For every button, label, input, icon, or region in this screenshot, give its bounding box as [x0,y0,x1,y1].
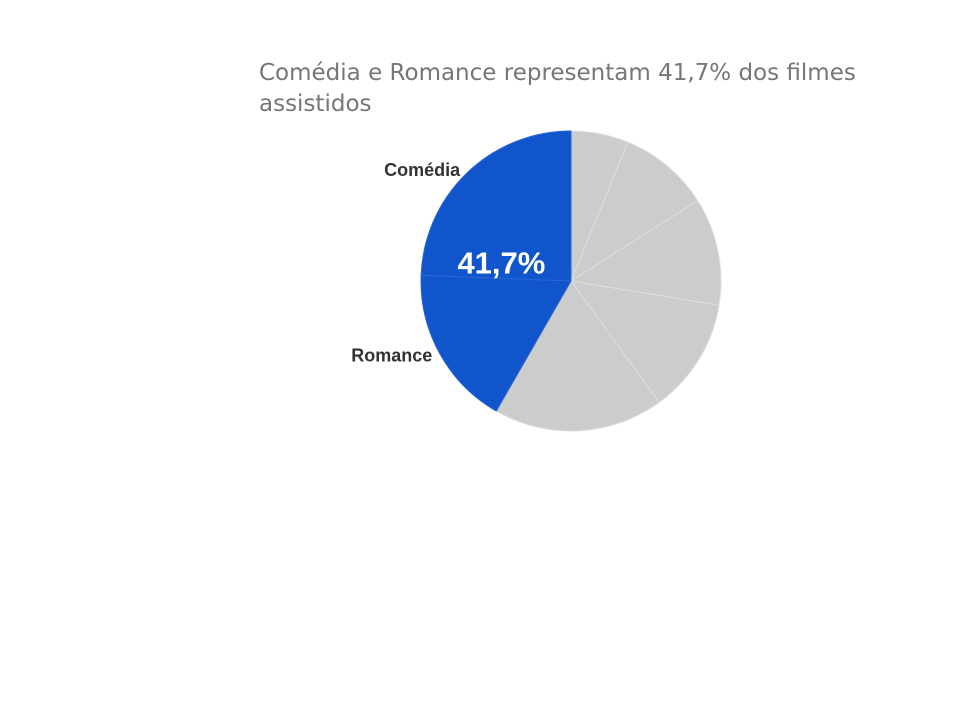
pie-slice-romance [420,274,572,412]
chart-title: Comédia e Romance representam 41,7% dos … [259,60,856,117]
pie-slices [420,130,722,432]
highlight-percentage-label: 41,7% [457,245,545,280]
pie-slice-comédia [420,130,572,282]
pie-slice-3 [569,199,722,306]
pie-slice-2 [569,141,699,283]
pie-slice-4 [569,280,720,404]
pie-labels: Romance Comédia [351,160,461,366]
slice-label-romance: Romance [351,346,432,366]
pie-slice-5 [495,280,660,432]
slice-label-comédia: Comédia [384,160,461,180]
